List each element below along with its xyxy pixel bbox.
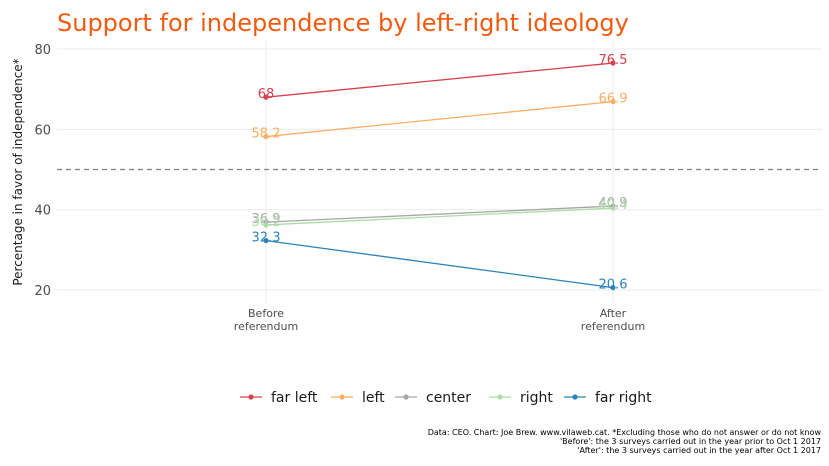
data-point	[263, 133, 269, 140]
caption-line: 'Before': the 3 surveys carried out in t…	[560, 437, 821, 446]
series-group	[263, 60, 616, 291]
caption-line: 'After': the 3 surveys carried out in th…	[577, 446, 821, 455]
data-point	[263, 222, 269, 228]
legend-key-point	[403, 394, 409, 400]
legend-key-point	[497, 394, 503, 400]
legend-key-point	[248, 394, 254, 400]
data-label: 32.3	[252, 231, 281, 246]
data-point	[263, 237, 269, 244]
y-tick-label: 20	[34, 284, 51, 299]
data-label: 40.4	[599, 198, 628, 213]
data-label: 36.2	[252, 215, 281, 230]
data-point	[610, 60, 616, 66]
data-labels: 68 76.5 58.2 66.9 36.9 40.9 36.2 40.4 32.3 20.6	[252, 53, 628, 293]
series-line	[265, 100, 614, 138]
y-axis-label: Percentage in favor of independence*	[11, 58, 25, 285]
legend-item: right	[489, 390, 553, 406]
legend-label: center	[426, 390, 471, 406]
series-line	[265, 205, 614, 223]
legend-label: left	[362, 390, 385, 406]
legend-label: far right	[595, 390, 652, 406]
x-tick-label: Before referendum	[234, 307, 298, 333]
series-far-right	[263, 237, 616, 291]
data-label: 58.2	[252, 127, 281, 142]
y-tick-label: 40	[34, 204, 51, 219]
legend-label: far left	[271, 390, 318, 406]
x-tick-label: After referendum	[581, 307, 645, 333]
data-point	[610, 205, 616, 211]
grid	[57, 40, 822, 303]
data-label: 40.9	[599, 196, 628, 211]
data-point	[263, 94, 269, 100]
legend-item: far left	[240, 390, 318, 406]
x-axis: Before referendum After referendum	[234, 307, 645, 333]
series-line	[265, 239, 614, 289]
legend-key-point	[339, 394, 345, 400]
legend-item: center	[395, 390, 471, 406]
series-center	[263, 203, 616, 225]
data-point	[610, 284, 616, 291]
y-tick-label: 60	[34, 123, 51, 138]
data-point	[610, 99, 616, 105]
legend: far left left center right far right	[240, 390, 652, 406]
data-label: 66.9	[599, 92, 628, 107]
y-tick-label: 80	[34, 43, 51, 58]
series-line	[265, 207, 614, 226]
chart-title: Support for independence by left-right i…	[57, 9, 629, 37]
data-label: 20.6	[599, 278, 628, 293]
legend-item: far right	[564, 390, 652, 406]
legend-label: right	[520, 390, 553, 406]
series-right	[263, 205, 616, 228]
series-left	[263, 99, 616, 140]
y-axis: 20 40 60 80	[34, 43, 51, 299]
caption: Data: CEO. Chart: Joe Brew. www.vilaweb.…	[428, 428, 822, 455]
data-label: 76.5	[599, 53, 628, 68]
data-label: 36.9	[252, 212, 281, 227]
caption-line: Data: CEO. Chart: Joe Brew. www.vilaweb.…	[428, 428, 822, 437]
legend-item: left	[331, 390, 385, 406]
series-line	[265, 62, 614, 98]
series-far-left	[263, 60, 616, 100]
legend-key-point	[572, 394, 578, 400]
data-label: 68	[258, 87, 275, 102]
